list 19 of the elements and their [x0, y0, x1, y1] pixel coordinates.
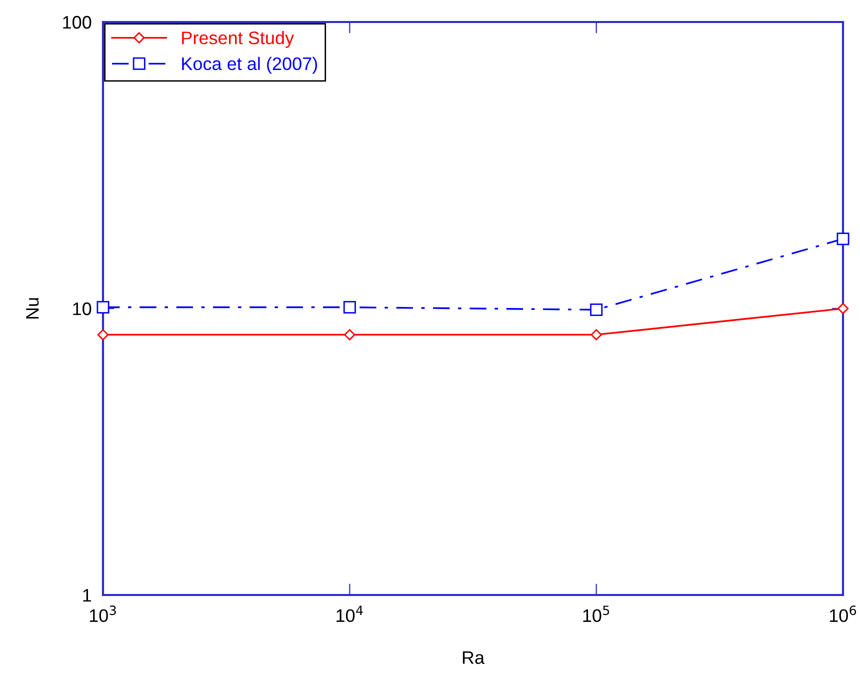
legend-label: Present Study: [182, 31, 294, 48]
point: [97, 329, 109, 340]
point: [837, 302, 849, 314]
y-axis-title: Nu: [26, 298, 39, 319]
point: [590, 329, 602, 340]
legend-label: Koca et al (2007): [182, 56, 318, 74]
x-axis-title: Ra: [462, 651, 485, 664]
point: [344, 329, 356, 340]
y-tick-label: 100: [63, 16, 92, 29]
point: [343, 301, 356, 314]
point: [836, 232, 850, 246]
y-tick-label: 1: [83, 589, 92, 602]
x-tick-label: 10$^{4}$: [336, 606, 363, 622]
x-tick-label: 10$^{6}$: [830, 606, 856, 622]
y-tick-label: 10: [73, 302, 92, 316]
x-tick-label: 10$^{5}$: [583, 606, 610, 622]
x-tick-label: 10$^{3}$: [90, 606, 116, 622]
point: [590, 304, 603, 316]
point: [96, 301, 110, 314]
